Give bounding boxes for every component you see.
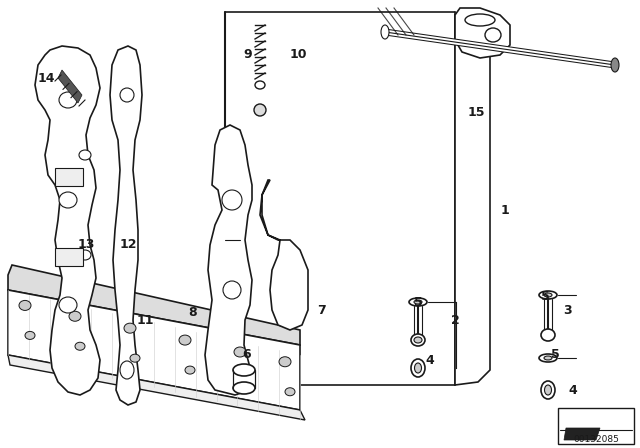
Polygon shape [564, 428, 600, 440]
Text: 14: 14 [37, 72, 55, 85]
Bar [225, 12, 455, 385]
Ellipse shape [539, 354, 557, 362]
Ellipse shape [409, 298, 427, 306]
Text: 9: 9 [244, 48, 252, 61]
Text: 5: 5 [541, 289, 549, 302]
Ellipse shape [545, 385, 552, 395]
Ellipse shape [234, 347, 246, 357]
Ellipse shape [539, 291, 557, 299]
Polygon shape [455, 15, 490, 385]
Ellipse shape [79, 250, 91, 260]
Polygon shape [455, 8, 510, 58]
Polygon shape [260, 180, 308, 330]
Ellipse shape [59, 297, 77, 313]
Ellipse shape [233, 364, 255, 376]
Text: 6: 6 [243, 349, 252, 362]
Text: 1: 1 [500, 203, 509, 216]
Ellipse shape [240, 378, 250, 386]
Text: 4: 4 [426, 353, 435, 366]
Ellipse shape [544, 356, 552, 360]
Ellipse shape [19, 301, 31, 310]
Ellipse shape [69, 311, 81, 321]
Ellipse shape [255, 81, 265, 89]
Ellipse shape [465, 14, 495, 26]
Ellipse shape [185, 366, 195, 374]
Ellipse shape [414, 337, 422, 343]
Ellipse shape [233, 382, 255, 394]
Bar [55, 168, 83, 186]
Text: 3: 3 [564, 303, 572, 316]
Bar [233, 370, 255, 388]
Ellipse shape [124, 323, 136, 333]
Ellipse shape [120, 88, 134, 102]
Polygon shape [110, 46, 142, 405]
Text: 5: 5 [550, 348, 559, 361]
Text: 5: 5 [413, 296, 422, 309]
Bar [55, 248, 83, 266]
Ellipse shape [544, 293, 552, 297]
Ellipse shape [79, 150, 91, 160]
Ellipse shape [75, 342, 85, 350]
Polygon shape [8, 290, 300, 410]
Text: 15: 15 [467, 105, 484, 119]
Ellipse shape [59, 192, 77, 208]
Text: 11: 11 [136, 314, 154, 327]
Ellipse shape [254, 104, 266, 116]
Ellipse shape [25, 332, 35, 340]
Ellipse shape [279, 357, 291, 367]
Ellipse shape [415, 363, 422, 373]
Ellipse shape [59, 92, 77, 108]
Ellipse shape [411, 334, 425, 346]
Ellipse shape [541, 329, 555, 341]
Text: 00132085: 00132085 [573, 435, 619, 444]
Polygon shape [205, 125, 252, 395]
Ellipse shape [179, 335, 191, 345]
Text: 13: 13 [77, 238, 95, 251]
Bar [558, 408, 634, 444]
Ellipse shape [414, 300, 422, 304]
Polygon shape [8, 265, 300, 345]
Ellipse shape [285, 388, 295, 396]
Polygon shape [58, 70, 82, 103]
Ellipse shape [411, 359, 425, 377]
Ellipse shape [611, 58, 619, 72]
Text: 7: 7 [317, 303, 326, 316]
Polygon shape [35, 46, 100, 395]
Ellipse shape [223, 281, 241, 299]
Text: 12: 12 [119, 238, 137, 251]
Ellipse shape [222, 190, 242, 210]
Text: 2: 2 [451, 314, 460, 327]
Text: 8: 8 [189, 306, 197, 319]
Polygon shape [8, 355, 305, 420]
Ellipse shape [381, 25, 389, 39]
Text: 10: 10 [289, 48, 307, 61]
Ellipse shape [485, 28, 501, 42]
Text: 4: 4 [568, 383, 577, 396]
Ellipse shape [130, 354, 140, 362]
Ellipse shape [541, 381, 555, 399]
Ellipse shape [120, 361, 134, 379]
